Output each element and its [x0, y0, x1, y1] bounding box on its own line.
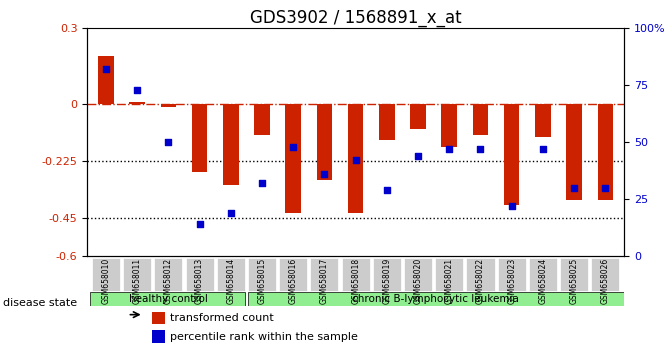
Text: GSM658023: GSM658023: [507, 257, 516, 304]
Bar: [379, 104, 395, 139]
Bar: [130, 102, 145, 104]
FancyBboxPatch shape: [373, 258, 401, 291]
Point: [132, 87, 142, 93]
FancyBboxPatch shape: [91, 292, 245, 306]
Point: [194, 221, 205, 227]
Point: [256, 180, 267, 186]
FancyBboxPatch shape: [248, 292, 624, 306]
Text: disease state: disease state: [3, 298, 77, 308]
FancyBboxPatch shape: [466, 258, 495, 291]
FancyBboxPatch shape: [123, 258, 151, 291]
Point: [444, 146, 455, 152]
FancyBboxPatch shape: [404, 258, 432, 291]
Text: GSM658026: GSM658026: [601, 257, 610, 304]
Bar: [285, 104, 301, 213]
Bar: [535, 104, 551, 137]
Point: [507, 203, 517, 209]
Point: [413, 153, 423, 159]
Text: GSM658010: GSM658010: [101, 257, 111, 304]
Bar: [98, 56, 114, 104]
Text: healthy control: healthy control: [129, 293, 208, 304]
Bar: [160, 104, 176, 107]
FancyBboxPatch shape: [591, 258, 619, 291]
Bar: [442, 104, 457, 147]
Bar: [152, 312, 165, 324]
Text: GSM658012: GSM658012: [164, 257, 173, 303]
Text: GSM658025: GSM658025: [570, 257, 578, 304]
Point: [475, 146, 486, 152]
Point: [319, 171, 329, 177]
Text: GSM658021: GSM658021: [445, 257, 454, 303]
Point: [600, 185, 611, 190]
Point: [350, 158, 361, 163]
Bar: [566, 104, 582, 200]
Bar: [410, 104, 426, 130]
Point: [537, 146, 548, 152]
Point: [569, 185, 580, 190]
Text: GSM658013: GSM658013: [195, 257, 204, 304]
FancyBboxPatch shape: [186, 258, 213, 291]
Text: GSM658011: GSM658011: [133, 257, 142, 303]
FancyBboxPatch shape: [560, 258, 588, 291]
Text: GSM658018: GSM658018: [351, 257, 360, 303]
Text: GSM658017: GSM658017: [320, 257, 329, 304]
FancyBboxPatch shape: [498, 258, 525, 291]
FancyBboxPatch shape: [529, 258, 557, 291]
Bar: [223, 104, 239, 185]
Text: GSM658014: GSM658014: [226, 257, 236, 304]
FancyBboxPatch shape: [435, 258, 463, 291]
FancyBboxPatch shape: [248, 258, 276, 291]
Point: [163, 139, 174, 145]
Text: GSM658019: GSM658019: [382, 257, 391, 304]
FancyBboxPatch shape: [279, 258, 307, 291]
Text: GSM658015: GSM658015: [258, 257, 266, 304]
Point: [288, 144, 299, 149]
Bar: [317, 104, 332, 180]
Bar: [192, 104, 207, 172]
Point: [225, 210, 236, 216]
Text: transformed count: transformed count: [170, 313, 274, 323]
Point: [382, 187, 393, 193]
Text: percentile rank within the sample: percentile rank within the sample: [170, 332, 358, 342]
Point: [101, 67, 111, 72]
FancyBboxPatch shape: [311, 258, 338, 291]
FancyBboxPatch shape: [342, 258, 370, 291]
Text: GSM658016: GSM658016: [289, 257, 298, 304]
Text: GSM658022: GSM658022: [476, 257, 485, 303]
Bar: [597, 104, 613, 200]
Bar: [472, 104, 488, 135]
Text: GSM658020: GSM658020: [413, 257, 423, 304]
Bar: [348, 104, 364, 213]
FancyBboxPatch shape: [154, 258, 183, 291]
Text: chronic B-lymphocytic leukemia: chronic B-lymphocytic leukemia: [352, 293, 519, 304]
FancyBboxPatch shape: [92, 258, 120, 291]
Bar: [152, 330, 165, 343]
Text: GSM658024: GSM658024: [538, 257, 548, 304]
Bar: [504, 104, 519, 205]
Bar: [254, 104, 270, 135]
Title: GDS3902 / 1568891_x_at: GDS3902 / 1568891_x_at: [250, 9, 462, 27]
FancyBboxPatch shape: [217, 258, 245, 291]
